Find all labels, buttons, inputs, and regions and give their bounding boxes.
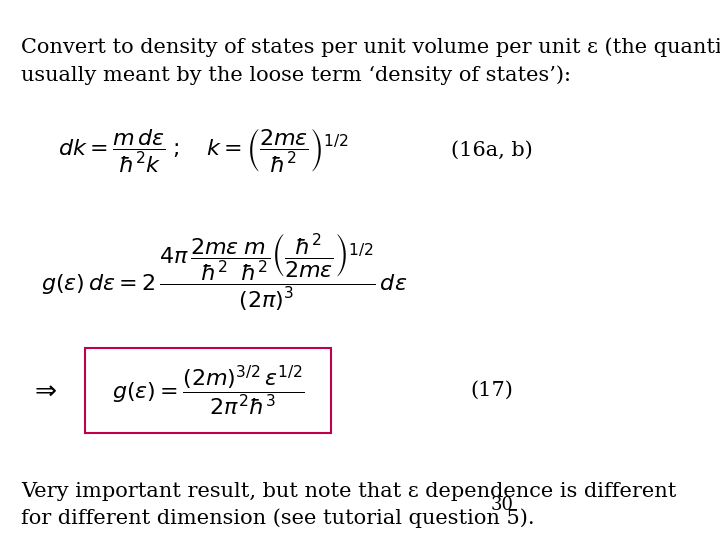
Text: Convert to density of states per unit volume per unit ε (the quantity
usually me: Convert to density of states per unit vo… <box>22 37 720 85</box>
Text: $dk = \dfrac{m\,d\varepsilon}{\hbar^2 k}$$\;;\quad k = \left(\dfrac{2m\varepsilo: $dk = \dfrac{m\,d\varepsilon}{\hbar^2 k}… <box>58 126 348 174</box>
Text: Very important result, but note that ε dependence is different
for different dim: Very important result, but note that ε d… <box>22 482 677 528</box>
Text: $\Rightarrow$: $\Rightarrow$ <box>29 378 57 403</box>
FancyBboxPatch shape <box>86 348 331 434</box>
Text: $g(\varepsilon)\,d\varepsilon = 2\,\dfrac{4\pi\,\dfrac{2m\varepsilon}{\hbar^2}\d: $g(\varepsilon)\,d\varepsilon = 2\,\dfra… <box>41 232 408 313</box>
Text: (16a, b): (16a, b) <box>451 140 532 159</box>
Text: $g(\varepsilon) = \dfrac{(2m)^{3/2}\,\varepsilon^{1/2}}{2\pi^2\hbar^3}$: $g(\varepsilon) = \dfrac{(2m)^{3/2}\,\va… <box>112 363 305 418</box>
Text: 30: 30 <box>491 496 514 514</box>
Text: (17): (17) <box>470 381 513 400</box>
